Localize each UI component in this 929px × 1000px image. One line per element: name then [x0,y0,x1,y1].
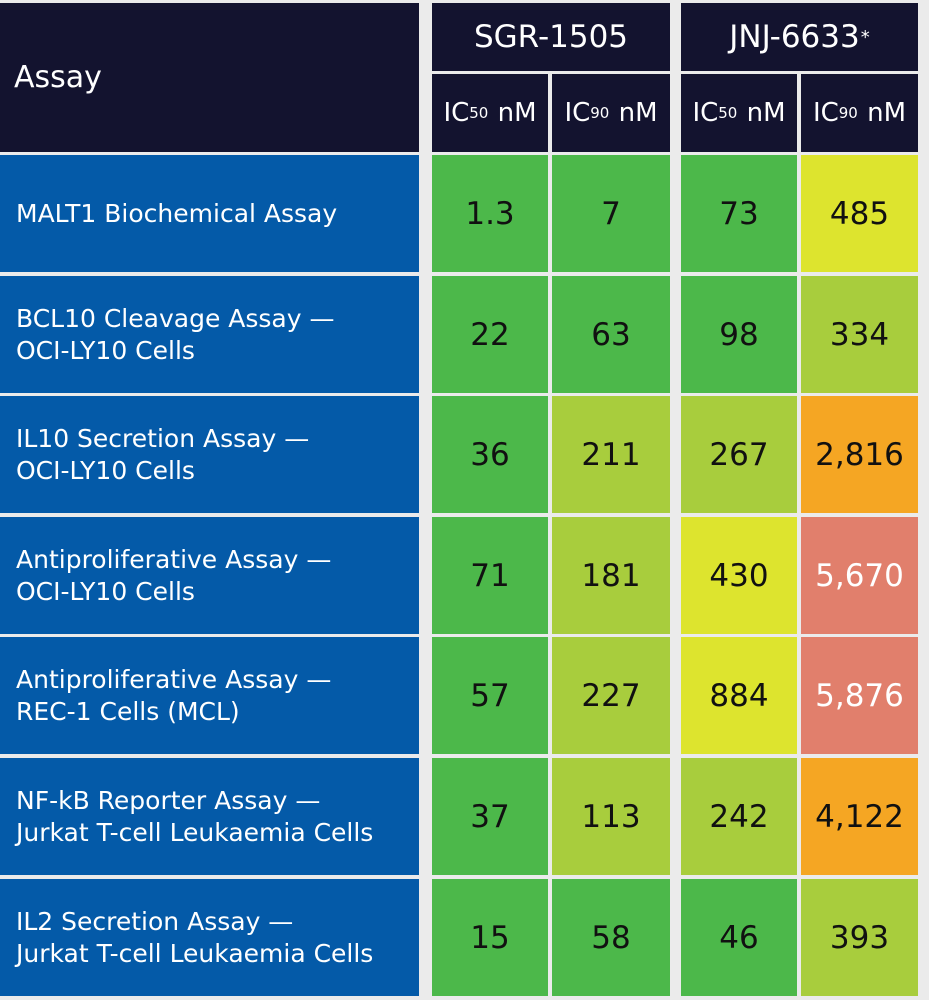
row-label: Antiproliferative Assay — OCI-LY10 Cells [0,517,419,634]
metric-base: IC [692,98,719,128]
metric-unit: nM [489,98,537,128]
row-label-line: Antiproliferative Assay — [16,544,332,574]
row-label: Antiproliferative Assay — REC-1 Cells (MC… [0,637,419,754]
row-label-line: Antiproliferative Assay — [16,664,332,694]
group-header-2: JNJ-6633 * [681,3,918,71]
value-cell: 430 [681,517,797,634]
value-cell: 1.3 [432,155,548,272]
value-cell: 211 [552,396,670,513]
row-label-line: BCL10 Cleavage Assay — [16,303,335,333]
row-label-line: Jurkat T-cell Leukaemia Cells [16,817,374,847]
metric-subscript: 90 [838,104,858,122]
value-cell: 227 [552,637,670,754]
metric-subscript: 50 [469,104,489,122]
row-label: BCL10 Cleavage Assay — OCI-LY10 Cells [0,276,419,393]
assay-column-header: Assay [0,3,419,152]
row-label-line: MALT1 Biochemical Assay [16,198,338,228]
value-cell: 2,816 [801,396,918,513]
row-label-line: IL2 Secretion Assay — [16,906,294,936]
metric-unit: nM [738,98,786,128]
metric-base: IC [564,98,591,128]
value-cell: 37 [432,758,548,875]
value-cell: 57 [432,637,548,754]
value-cell: 485 [801,155,918,272]
metric-base: IC [443,98,470,128]
value-cell: 113 [552,758,670,875]
row-label: NF-kB Reporter Assay — Jurkat T-cell Leuk… [0,758,419,875]
group-name: JNJ-6633 [729,19,860,55]
row-label-line: REC-1 Cells (MCL) [16,696,240,726]
value-cell: 242 [681,758,797,875]
row-label: IL2 Secretion Assay — Jurkat T-cell Leuka… [0,879,419,996]
value-cell: 884 [681,637,797,754]
value-cell: 4,122 [801,758,918,875]
metric-subscript: 90 [590,104,610,122]
metric-base: IC [812,98,839,128]
value-cell: 71 [432,517,548,634]
value-cell: 5,670 [801,517,918,634]
value-cell: 63 [552,276,670,393]
value-cell: 58 [552,879,670,996]
row-label-line: IL10 Secretion Assay — [16,423,310,453]
group-header-1: SGR-1505 [432,3,670,71]
value-cell: 267 [681,396,797,513]
metric-subscript: 50 [718,104,738,122]
metric-unit: nM [610,98,658,128]
value-cell: 334 [801,276,918,393]
value-cell: 22 [432,276,548,393]
metric-header: IC 90 nM [801,74,918,152]
row-label: IL10 Secretion Assay — OCI-LY10 Cells [0,396,419,513]
footnote-marker: * [860,26,870,48]
group-name: SGR-1505 [473,19,629,55]
value-cell: 7 [552,155,670,272]
value-cell: 46 [681,879,797,996]
metric-unit: nM [858,98,907,128]
row-label-line: NF-kB Reporter Assay — [16,785,321,815]
metric-header: IC 90 nM [552,74,670,152]
value-cell: 98 [681,276,797,393]
row-label-line: Jurkat T-cell Leukaemia Cells [16,938,374,968]
row-label-line: OCI-LY10 Cells [16,335,195,365]
row-label-line: OCI-LY10 Cells [16,455,195,485]
value-cell: 36 [432,396,548,513]
row-label-line: OCI-LY10 Cells [16,576,195,606]
metric-header: IC 50 nM [432,74,548,152]
value-cell: 181 [552,517,670,634]
value-cell: 5,876 [801,637,918,754]
row-label: MALT1 Biochemical Assay [0,155,419,272]
value-cell: 393 [801,879,918,996]
value-cell: 15 [432,879,548,996]
value-cell: 73 [681,155,797,272]
metric-header: IC 50 nM [681,74,797,152]
